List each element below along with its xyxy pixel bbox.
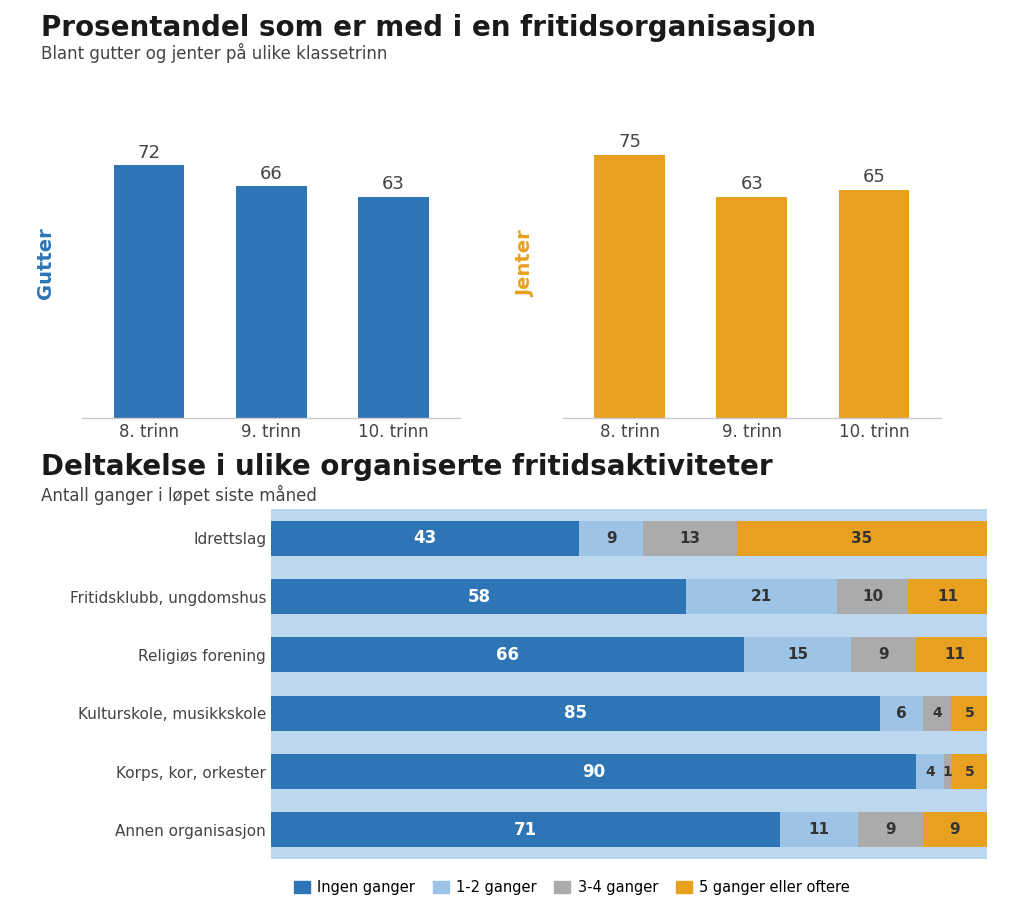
Bar — [271, 754, 916, 789]
Bar — [837, 579, 908, 614]
Bar — [923, 813, 987, 847]
Text: 43: 43 — [413, 529, 437, 547]
Bar — [944, 754, 951, 789]
Text: 11: 11 — [944, 647, 966, 663]
Text: 58: 58 — [468, 587, 490, 605]
Bar — [271, 579, 686, 614]
Bar — [916, 637, 994, 673]
Bar — [951, 695, 987, 731]
Text: 9: 9 — [606, 531, 617, 545]
Text: 9: 9 — [885, 823, 896, 837]
Bar — [916, 754, 944, 789]
Text: Deltakelse i ulike organiserte fritidsaktiviteter: Deltakelse i ulike organiserte fritidsak… — [41, 453, 772, 481]
Text: 72: 72 — [137, 144, 161, 162]
Bar — [114, 165, 184, 418]
Text: 13: 13 — [679, 531, 701, 545]
Text: 9: 9 — [949, 823, 961, 837]
Bar — [780, 813, 858, 847]
Bar — [271, 813, 780, 847]
Text: 85: 85 — [564, 704, 587, 722]
Bar — [858, 813, 923, 847]
Text: 6: 6 — [896, 705, 906, 721]
Text: 5: 5 — [965, 764, 974, 778]
Bar — [851, 637, 916, 673]
Text: Antall ganger i løpet siste måned: Antall ganger i løpet siste måned — [41, 484, 317, 504]
Bar — [271, 521, 579, 555]
Text: Gutter: Gutter — [36, 228, 54, 299]
Bar — [643, 521, 737, 555]
Text: Blant gutter og jenter på ulike klassetrinn: Blant gutter og jenter på ulike klassetr… — [41, 43, 388, 63]
Bar — [908, 579, 987, 614]
Bar — [951, 754, 987, 789]
Legend: Ingen ganger, 1-2 ganger, 3-4 ganger, 5 ganger eller oftere: Ingen ganger, 1-2 ganger, 3-4 ganger, 5 … — [288, 874, 855, 901]
Text: Jenter: Jenter — [517, 230, 535, 297]
Text: 65: 65 — [862, 168, 886, 186]
Bar — [744, 637, 851, 673]
Text: 75: 75 — [618, 134, 641, 151]
Text: 1: 1 — [943, 764, 952, 778]
Bar — [923, 695, 951, 731]
Text: 5: 5 — [965, 706, 974, 720]
Text: 66: 66 — [496, 646, 519, 664]
Bar — [839, 190, 909, 418]
Text: 9: 9 — [878, 647, 889, 663]
Text: 21: 21 — [751, 589, 772, 604]
Text: 66: 66 — [260, 165, 282, 183]
Text: 90: 90 — [582, 763, 605, 781]
Bar — [271, 695, 880, 731]
Text: 4: 4 — [925, 764, 935, 778]
Bar — [235, 186, 307, 418]
Text: 11: 11 — [808, 823, 830, 837]
Bar — [358, 197, 429, 418]
Text: 4: 4 — [932, 706, 942, 720]
Text: 63: 63 — [741, 175, 763, 194]
Text: 15: 15 — [787, 647, 808, 663]
Text: 10: 10 — [862, 589, 883, 604]
Bar — [594, 155, 665, 418]
Bar — [271, 637, 744, 673]
Bar — [579, 521, 643, 555]
Bar — [880, 695, 923, 731]
Text: 35: 35 — [851, 531, 873, 545]
Bar — [686, 579, 837, 614]
Text: 63: 63 — [382, 175, 405, 194]
Text: Prosentandel som er med i en fritidsorganisasjon: Prosentandel som er med i en fritidsorga… — [41, 14, 816, 42]
Text: 71: 71 — [514, 821, 537, 839]
Bar — [716, 197, 788, 418]
Bar — [737, 521, 987, 555]
Text: 11: 11 — [937, 589, 959, 604]
